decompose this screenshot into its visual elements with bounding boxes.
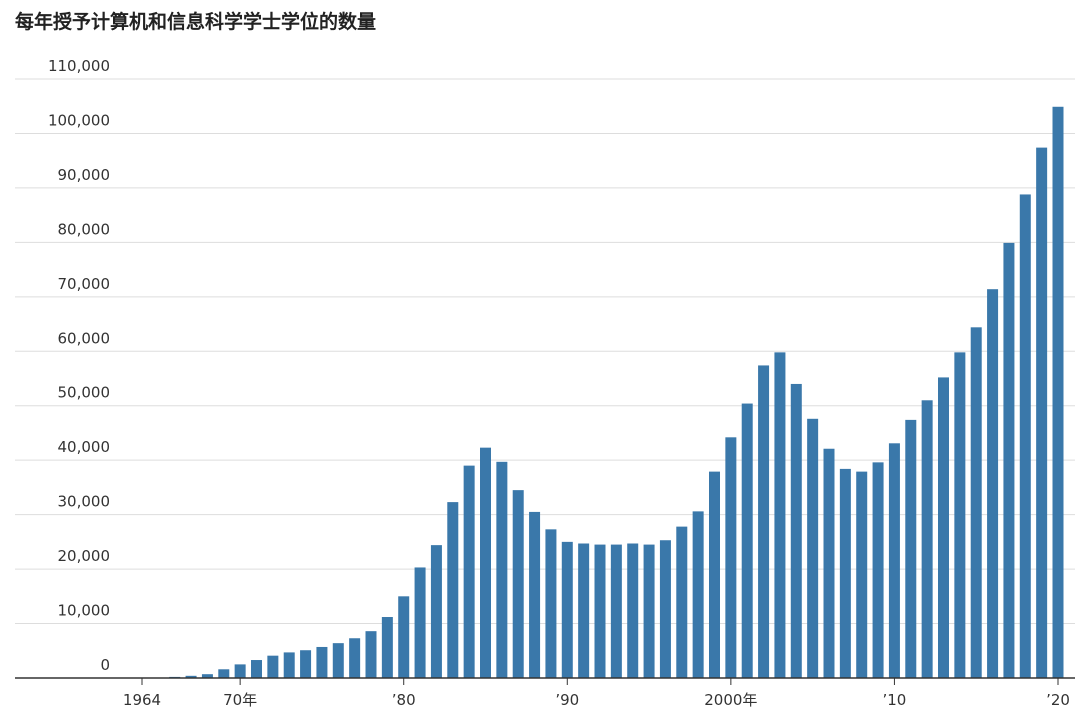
bar	[905, 419, 917, 678]
bar	[594, 544, 606, 678]
y-tick-label: 0	[100, 656, 110, 674]
y-tick-label: 70,000	[58, 275, 111, 293]
bar	[1052, 106, 1064, 678]
bar	[758, 365, 770, 678]
bar	[529, 511, 541, 678]
y-tick-label: 40,000	[58, 438, 111, 456]
bar	[1003, 242, 1015, 678]
x-tick-label: ’10	[882, 691, 906, 709]
bar	[283, 652, 295, 678]
bar	[218, 669, 230, 678]
y-tick-label: 90,000	[58, 166, 111, 184]
bar	[381, 617, 393, 678]
y-tick-label: 100,000	[48, 111, 110, 129]
bar	[709, 471, 720, 678]
bar	[856, 471, 868, 678]
bar	[300, 650, 312, 678]
bar	[512, 490, 524, 678]
bar	[921, 400, 933, 678]
bar	[545, 529, 557, 678]
y-tick-label: 30,000	[58, 493, 111, 511]
bar	[823, 448, 835, 678]
bar	[610, 544, 622, 678]
bar	[201, 674, 213, 678]
bar	[1036, 147, 1048, 678]
bar	[725, 437, 737, 678]
x-tick-label: 70年	[223, 691, 257, 709]
bar	[790, 383, 802, 678]
x-tick-label: ’80	[392, 691, 416, 709]
bar	[954, 352, 966, 678]
bar	[480, 447, 491, 678]
bar	[888, 443, 900, 678]
bar	[463, 465, 475, 678]
bar	[349, 638, 361, 678]
bar	[561, 541, 573, 678]
bar	[365, 631, 377, 678]
bar	[872, 462, 884, 678]
bar	[234, 664, 246, 678]
bar	[316, 646, 328, 678]
x-tick-label: 2000年	[704, 691, 757, 709]
bar	[774, 352, 786, 678]
y-tick-label: 10,000	[58, 602, 111, 620]
bar	[627, 543, 639, 678]
bar	[447, 502, 459, 678]
bar	[987, 289, 999, 678]
bar	[414, 567, 426, 678]
bar	[938, 377, 949, 678]
y-tick-label: 50,000	[58, 384, 111, 402]
bar	[496, 461, 508, 678]
x-tick-label: 1964	[123, 691, 161, 709]
bar	[659, 540, 671, 678]
bar	[692, 511, 704, 678]
bar	[332, 643, 344, 678]
bar	[251, 660, 262, 678]
y-tick-label: 80,000	[58, 220, 111, 238]
bar	[643, 544, 655, 678]
bar	[676, 526, 688, 678]
bar	[839, 468, 851, 678]
y-tick-label: 110,000	[48, 57, 110, 75]
bar	[578, 543, 590, 678]
x-tick-label: ’90	[555, 691, 579, 709]
bar	[1019, 194, 1031, 678]
y-tick-label: 60,000	[58, 329, 111, 347]
x-tick-label: ’20	[1046, 691, 1070, 709]
bar	[807, 418, 819, 678]
bar	[970, 327, 982, 678]
y-tick-label: 20,000	[58, 547, 111, 565]
bar	[185, 675, 197, 678]
bar	[398, 596, 410, 678]
bar	[741, 403, 753, 678]
bar	[267, 655, 279, 678]
chart-title: 每年授予计算机和信息科学学士学位的数量	[15, 10, 376, 33]
bar	[430, 545, 442, 678]
